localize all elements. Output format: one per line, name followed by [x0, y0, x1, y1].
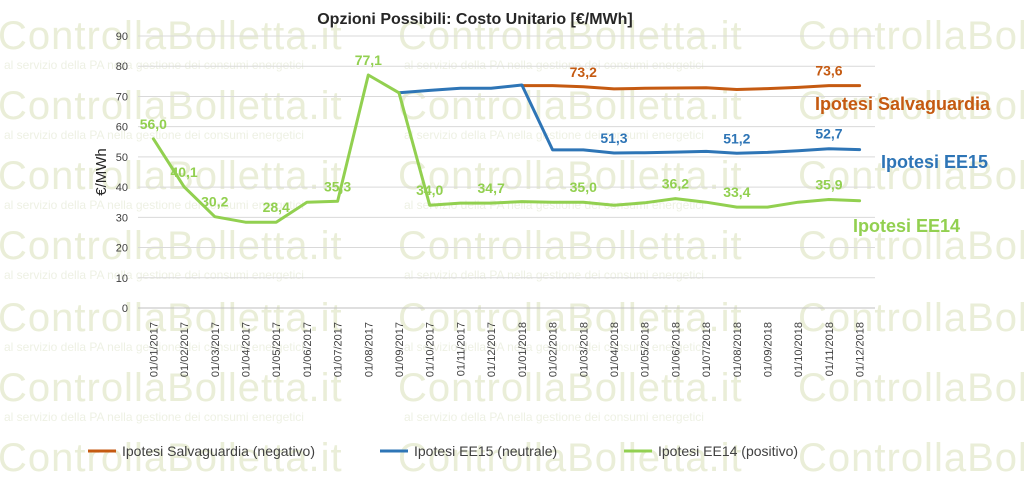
legend-label: Ipotesi Salvaguardia (negativo) [122, 443, 315, 459]
data-label: 35,3 [324, 178, 351, 194]
x-tick-label: 01/04/2017 [240, 322, 252, 377]
x-tick-label: 01/06/2018 [670, 322, 682, 377]
y-tick-label: 90 [116, 31, 128, 43]
series-line [397, 83, 862, 155]
data-label: 56,0 [140, 116, 167, 132]
y-tick-label: 70 [116, 91, 128, 103]
data-label: 33,4 [723, 184, 750, 200]
data-labels: 73,2 73,6 51,3 51,2 52,7 56,0 40,130,2 28,4 35,3… [140, 52, 843, 215]
x-tick-label: 01/02/2017 [179, 322, 191, 377]
y-tick-label: 20 [116, 243, 128, 255]
series-line [151, 73, 862, 224]
x-tick-label: 01/04/2018 [609, 322, 621, 377]
series-tag: Ipotesi EE15 [881, 152, 988, 172]
y-axis-label: €/MWh [93, 148, 110, 196]
data-label: 51,3 [600, 130, 627, 146]
legend-label: Ipotesi EE15 (neutrale) [414, 443, 557, 459]
x-tick-label: 01/08/2018 [732, 322, 744, 377]
x-tick-label: 01/02/2018 [548, 322, 560, 377]
chart-title: Opzioni Possibili: Costo Unitario [€/MWh… [317, 11, 633, 28]
x-tick-label: 01/11/2017 [455, 322, 467, 376]
data-label: 77,1 [355, 52, 382, 68]
x-tick-label: 01/12/2017 [486, 322, 498, 377]
y-tick-label: 80 [116, 61, 128, 73]
series-tags: Ipotesi Salvaguardia Ipotesi EE15 Ipotesi … [815, 94, 991, 236]
data-label: 35,9 [815, 177, 842, 193]
x-tick-label: 01/09/2018 [763, 322, 775, 377]
x-tick-label: 01/01/2018 [517, 322, 529, 377]
x-tick-label: 01/10/2017 [425, 322, 437, 377]
x-tick-label: 01/05/2018 [640, 322, 652, 377]
x-tick-label: 01/11/2018 [824, 322, 836, 376]
series-lines [151, 73, 862, 224]
series-tag: Ipotesi Salvaguardia [815, 94, 991, 114]
data-label: 30,2 [201, 194, 228, 210]
data-label: 35,0 [570, 179, 597, 195]
y-tick-label: 50 [116, 152, 128, 164]
x-tick-label: 01/05/2017 [271, 322, 283, 377]
data-label: 73,2 [570, 64, 597, 80]
y-tick-label: 40 [116, 182, 128, 194]
y-tick-label: 30 [116, 212, 128, 224]
x-tick-label: 01/07/2018 [701, 322, 713, 377]
series-line [520, 84, 862, 91]
x-tick-label: 01/09/2017 [394, 322, 406, 377]
data-label: 52,7 [815, 126, 842, 142]
y-tick-label: 10 [116, 273, 128, 285]
legend: Ipotesi Salvaguardia (negativo) Ipotesi E… [88, 443, 798, 459]
x-tick-label: 01/03/2017 [210, 322, 222, 377]
y-axis-ticks: 0 10 20 30 40 50 60 70 80 90 [116, 31, 128, 315]
data-label: 34,7 [478, 180, 505, 196]
y-tick-label: 60 [116, 122, 128, 134]
x-tick-label: 01/10/2018 [793, 322, 805, 377]
legend-label: Ipotesi EE14 (positivo) [658, 443, 798, 459]
data-label: 36,2 [662, 176, 689, 192]
series-tag: Ipotesi EE14 [853, 216, 960, 236]
data-label: 73,6 [815, 63, 842, 79]
x-tick-label: 01/06/2017 [302, 322, 314, 377]
data-label: 34,0 [416, 182, 443, 198]
x-tick-label: 01/03/2018 [578, 322, 590, 377]
grid [138, 35, 875, 309]
data-label: 51,2 [723, 130, 750, 146]
x-axis: 01/01/2017 01/02/2017 01/03/2017 01/04/2017… [138, 307, 875, 377]
x-tick-label: 01/01/2017 [148, 322, 160, 377]
x-tick-label: 01/08/2017 [363, 322, 375, 377]
data-label: 40,1 [170, 164, 197, 180]
x-tick-label: 01/07/2017 [333, 322, 345, 377]
x-tick-label: 01/12/2018 [855, 322, 867, 377]
y-tick-label: 0 [122, 303, 128, 315]
data-label: 28,4 [263, 199, 290, 215]
